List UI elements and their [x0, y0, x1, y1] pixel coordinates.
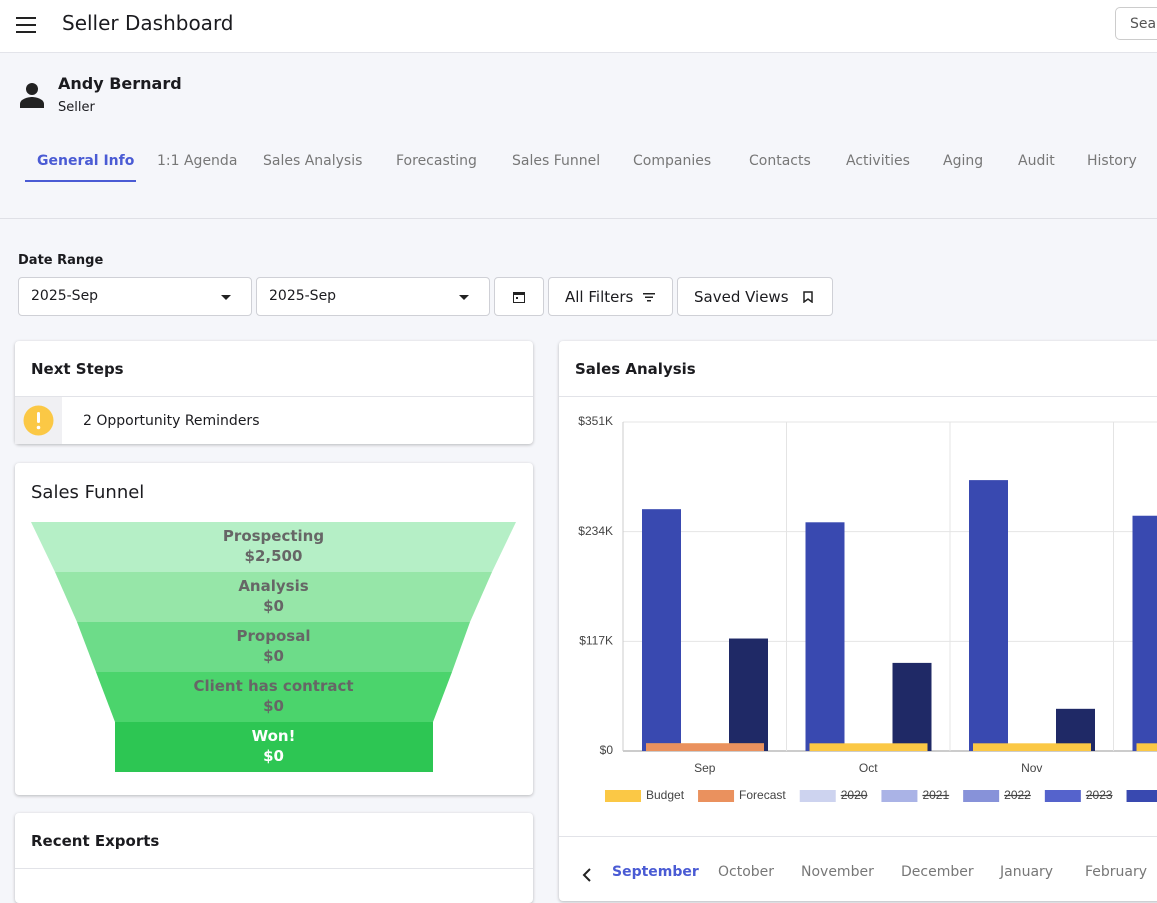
legend-label[interactable]: 2020 [841, 788, 868, 802]
tab[interactable]: Contacts [749, 153, 811, 169]
funnel-stage-value: $0 [31, 746, 516, 766]
tab[interactable]: Aging [943, 153, 983, 169]
month-tab[interactable]: December [901, 864, 974, 880]
funnel-stage-name: Prospecting [31, 526, 516, 546]
legend-label[interactable]: Forecast [739, 788, 786, 802]
legend-swatch[interactable] [1045, 790, 1081, 802]
funnel-stage-value: $2,500 [31, 546, 516, 566]
tab[interactable]: Companies [633, 153, 711, 169]
legend-swatch[interactable] [881, 790, 917, 802]
tab[interactable]: History [1087, 153, 1137, 169]
legend-label[interactable]: 2022 [1004, 788, 1031, 802]
month-tab[interactable]: November [801, 864, 874, 880]
bar [893, 663, 932, 751]
target-marker [1137, 743, 1157, 751]
saved-views-button[interactable]: Saved Views [677, 277, 833, 316]
y-tick-label: $0 [600, 743, 614, 757]
x-tick-label: Oct [859, 761, 878, 775]
funnel-stage-value: $0 [31, 596, 516, 616]
bar [1133, 516, 1157, 751]
divider [15, 868, 533, 869]
x-tick-label: Sep [694, 761, 716, 775]
recent-exports-card: Recent Exports [15, 813, 533, 903]
month-tab[interactable]: February [1085, 864, 1147, 880]
y-tick-label: $351K [578, 414, 613, 428]
funnel-stage-name: Won! [31, 726, 516, 746]
target-marker [973, 743, 1091, 751]
tab[interactable]: Audit [1018, 153, 1055, 169]
y-tick-label: $234K [578, 524, 613, 538]
saved-views-label: Saved Views [694, 288, 789, 306]
bar [729, 639, 768, 751]
bar [969, 480, 1008, 751]
funnel-stage-value: $0 [31, 646, 516, 666]
x-tick-label: Nov [1021, 761, 1042, 775]
prev-month-button[interactable] [582, 868, 592, 882]
funnel-stage-value: $0 [31, 696, 516, 716]
bar [806, 522, 845, 751]
legend-swatch[interactable] [605, 790, 641, 802]
card-title: Recent Exports [31, 832, 159, 850]
month-tab[interactable]: October [718, 864, 774, 880]
card-title: Sales Analysis [575, 360, 696, 378]
legend-swatch[interactable] [800, 790, 836, 802]
bookmark-icon [803, 291, 813, 303]
target-marker [810, 743, 928, 751]
all-filters-label: All Filters [565, 288, 633, 306]
funnel-stage-name: Client has contract [31, 676, 516, 696]
legend-swatch[interactable] [1127, 790, 1157, 802]
divider [559, 836, 1157, 837]
month-tab[interactable]: September [612, 864, 699, 880]
month-tab[interactable]: January [1000, 864, 1053, 880]
funnel-stage-name: Proposal [31, 626, 516, 646]
tab[interactable]: Activities [846, 153, 910, 169]
legend-label[interactable]: 2023 [1086, 788, 1113, 802]
search-input[interactable]: Search [1115, 7, 1157, 40]
legend-swatch[interactable] [963, 790, 999, 802]
legend-label[interactable]: Budget [646, 788, 685, 802]
funnel-stage-name: Analysis [31, 576, 516, 596]
bar [642, 509, 681, 751]
filter-icon [643, 293, 655, 302]
target-marker [646, 743, 764, 751]
chart: $0 $117K $234K $351K Sep Oct Nov Budget Forecast… [559, 397, 1157, 835]
legend-swatch[interactable] [698, 790, 734, 802]
all-filters-button[interactable]: All Filters [548, 277, 673, 316]
legend-label[interactable]: 2021 [922, 788, 949, 802]
y-tick-label: $117K [579, 634, 613, 648]
